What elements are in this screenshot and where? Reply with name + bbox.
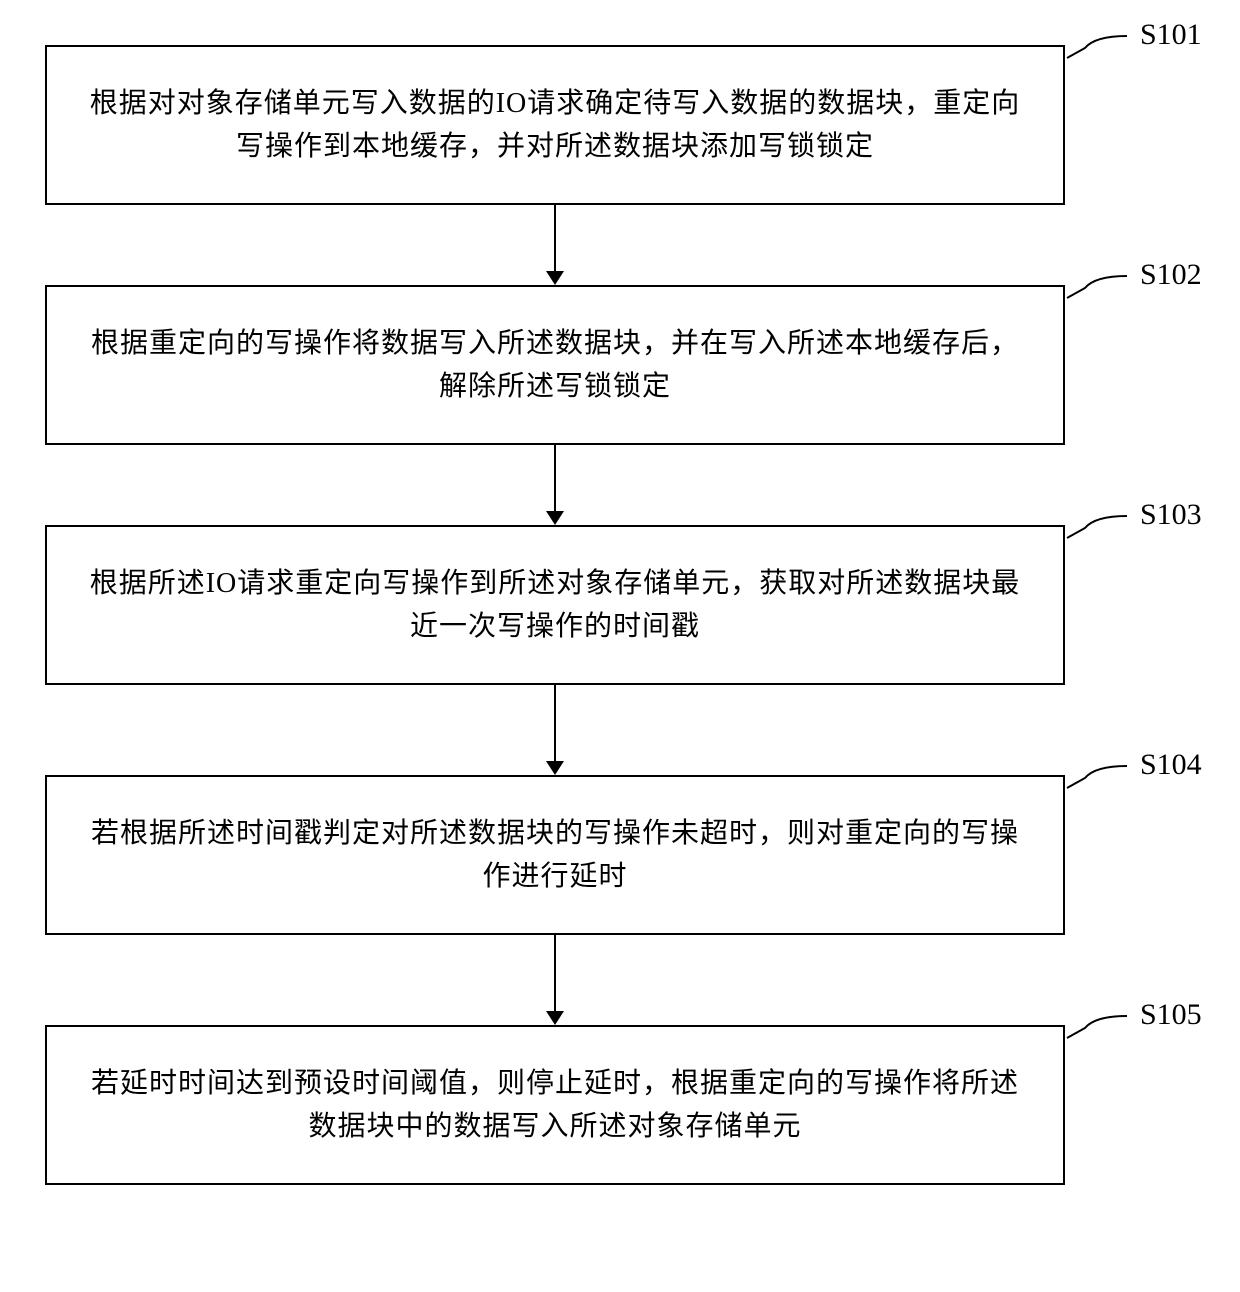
- flow-step-text: 根据重定向的写操作将数据写入所述数据块，并在写入所述本地缓存后，解除所述写锁锁定: [87, 322, 1023, 409]
- flow-arrow: [544, 445, 566, 530]
- label-hook-icon: [1065, 1014, 1129, 1045]
- flow-step-label-s105: S105: [1140, 998, 1202, 1032]
- flow-step-label-s102: S102: [1140, 258, 1202, 292]
- label-hook-icon: [1065, 514, 1129, 545]
- flow-step-label-s103: S103: [1140, 498, 1202, 532]
- flow-step-text: 若根据所述时间戳判定对所述数据块的写操作未超时，则对重定向的写操作进行延时: [87, 812, 1023, 899]
- flow-step-label-s104: S104: [1140, 748, 1202, 782]
- flow-step-text: 根据对对象存储单元写入数据的IO请求确定待写入数据的数据块，重定向写操作到本地缓…: [87, 82, 1023, 169]
- flow-step-s104: 若根据所述时间戳判定对所述数据块的写操作未超时，则对重定向的写操作进行延时: [45, 775, 1065, 935]
- flow-step-label-s101: S101: [1140, 18, 1202, 52]
- label-hook-icon: [1065, 274, 1129, 305]
- flow-step-s101: 根据对对象存储单元写入数据的IO请求确定待写入数据的数据块，重定向写操作到本地缓…: [45, 45, 1065, 205]
- label-hook-icon: [1065, 764, 1129, 795]
- flow-arrow: [544, 685, 566, 780]
- flow-arrow: [544, 935, 566, 1030]
- label-hook-icon: [1065, 34, 1129, 65]
- flow-step-s103: 根据所述IO请求重定向写操作到所述对象存储单元，获取对所述数据块最近一次写操作的…: [45, 525, 1065, 685]
- flow-arrow: [544, 205, 566, 290]
- flow-step-text: 根据所述IO请求重定向写操作到所述对象存储单元，获取对所述数据块最近一次写操作的…: [87, 562, 1023, 649]
- flowchart-canvas: 根据对对象存储单元写入数据的IO请求确定待写入数据的数据块，重定向写操作到本地缓…: [0, 0, 1240, 1292]
- flow-step-text: 若延时时间达到预设时间阈值，则停止延时，根据重定向的写操作将所述数据块中的数据写…: [87, 1062, 1023, 1149]
- flow-step-s105: 若延时时间达到预设时间阈值，则停止延时，根据重定向的写操作将所述数据块中的数据写…: [45, 1025, 1065, 1185]
- flow-step-s102: 根据重定向的写操作将数据写入所述数据块，并在写入所述本地缓存后，解除所述写锁锁定: [45, 285, 1065, 445]
